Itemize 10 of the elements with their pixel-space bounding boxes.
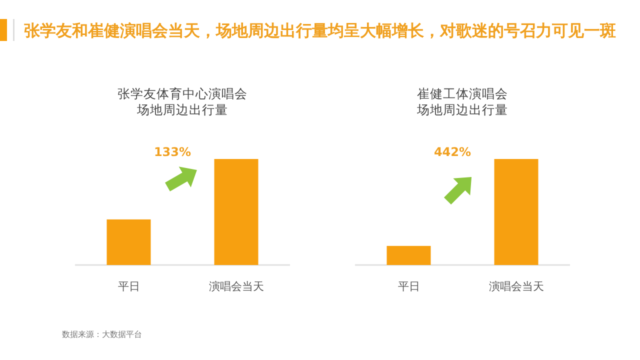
annotation: 133% [154,145,192,159]
x-tick-label: 演唱会当天 [488,280,544,293]
chart-title: 崔健工体演唱会场地周边出行量 [416,86,508,117]
chart-subtitle: 张学友体育中心演唱会场地周边出行量 [118,86,248,117]
x-tick-label: 平日 [118,280,140,293]
x-tick-label: 平日 [398,280,420,293]
chart-title: 张学友和崔健演唱会当天，场地周边出行量均呈大幅增长，对歌迷的号召力可见一斑 [24,21,616,40]
annotation: 442% [434,145,472,159]
x-tick-label: 演唱会当天 [208,280,264,293]
source-note: 数据来源：大数据平台 [62,330,142,339]
